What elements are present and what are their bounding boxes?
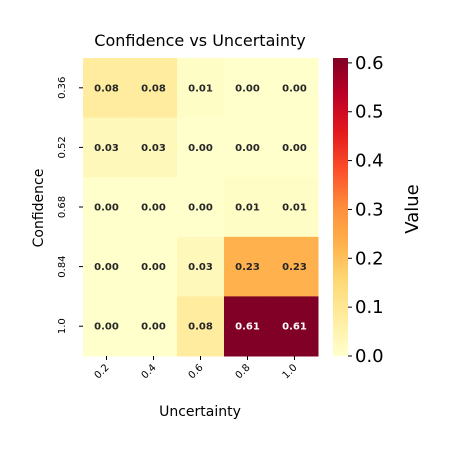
cell-value-label: 0.00 (235, 143, 260, 154)
cell-value-label: 0.01 (282, 203, 307, 214)
heatmap-cell (130, 177, 178, 238)
colorbar-tick-label: 0.1 (355, 297, 384, 318)
colorbar-gradient (333, 58, 348, 356)
heatmap-cell (130, 117, 178, 178)
colorbar-tick-label: 0.4 (355, 151, 384, 172)
y-tick-label: 0.36 (57, 77, 68, 99)
x-tick-label: 0.8 (234, 362, 253, 381)
heatmap-cell (224, 117, 272, 178)
heatmap-cell (83, 236, 131, 297)
cell-value-label: 0.00 (235, 83, 260, 94)
heatmap-cell (271, 296, 319, 357)
cell-value-label: 0.61 (282, 322, 307, 333)
cell-value-label: 0.23 (235, 262, 260, 273)
cell-value-label: 0.00 (141, 203, 166, 214)
x-tick-label: 0.2 (93, 362, 112, 381)
cell-value-label: 0.00 (282, 143, 307, 154)
heatmap-cell (271, 117, 319, 178)
heatmap-cell (271, 236, 319, 297)
cell-value-label: 0.08 (188, 322, 213, 333)
colorbar-label: Value (402, 184, 423, 233)
heatmap-cell (177, 117, 225, 178)
cell-value-label: 0.23 (282, 262, 307, 273)
cell-value-label: 0.03 (141, 143, 166, 154)
y-axis: 0.36 0.52 0.68 0.84 1.0 (57, 77, 83, 334)
cell-value-label: 0.00 (188, 203, 213, 214)
chart-title: Confidence vs Uncertainty (94, 31, 305, 50)
cell-value-label: 0.01 (235, 203, 260, 214)
colorbar-tick-label: 0.6 (355, 53, 384, 74)
heatmap-cell (271, 177, 319, 238)
cell-value-label: 0.01 (188, 83, 213, 94)
colorbar-tick-label: 0.5 (355, 102, 384, 123)
y-tick-label: 1.0 (57, 318, 68, 334)
cell-value-label: 0.00 (188, 143, 213, 154)
y-tick-label: 0.52 (57, 136, 68, 158)
colorbar: 0.0 0.1 0.2 0.3 0.4 0.5 0.6 (333, 53, 384, 367)
colorbar-tick-label: 0.3 (355, 199, 384, 220)
x-tick-label: 0.6 (187, 362, 206, 381)
y-axis-label: Confidence (31, 169, 47, 248)
heatmap-cells: 0.08 0.08 0.01 0.00 0.00 0.03 0.03 0.00 0.00 0.00… (83, 58, 319, 357)
heatmap-cell (130, 296, 178, 357)
cell-value-label: 0.00 (94, 262, 119, 273)
cell-value-label: 0.08 (94, 83, 119, 94)
heatmap-cell (224, 236, 272, 297)
colorbar-tick-label: 0.0 (355, 346, 384, 367)
heatmap-cell (177, 177, 225, 238)
cell-value-label: 0.61 (235, 322, 260, 333)
heatmap-cell (177, 236, 225, 297)
heatmap-cell (224, 58, 272, 119)
heatmap-cell (177, 296, 225, 357)
cell-value-label: 0.00 (282, 83, 307, 94)
cell-value-label: 0.00 (141, 322, 166, 333)
cell-value-label: 0.08 (141, 83, 166, 94)
cell-value-label: 0.00 (94, 322, 119, 333)
heatmap-cell (224, 296, 272, 357)
cell-value-label: 0.00 (141, 262, 166, 273)
y-tick-label: 0.68 (57, 196, 68, 218)
heatmap-cell (177, 58, 225, 119)
heatmap-cell (83, 177, 131, 238)
x-axis-label: Uncertainty (159, 404, 241, 420)
x-tick-label: 0.4 (140, 362, 159, 381)
heatmap-cell (130, 58, 178, 119)
cell-value-label: 0.03 (94, 143, 119, 154)
heatmap-cell (271, 58, 319, 119)
colorbar-tick-label: 0.2 (355, 248, 384, 269)
heatmap-cell (83, 296, 131, 357)
heatmap-cell (130, 236, 178, 297)
y-tick-label: 0.84 (57, 255, 68, 277)
heatmap-cell (224, 177, 272, 238)
cell-value-label: 0.03 (188, 262, 213, 273)
x-axis: 0.2 0.4 0.6 0.8 1.0 (93, 356, 300, 381)
heatmap-cell (83, 58, 131, 119)
x-tick-label: 1.0 (281, 362, 300, 381)
cell-value-label: 0.00 (94, 203, 119, 214)
heatmap-cell (83, 117, 131, 178)
